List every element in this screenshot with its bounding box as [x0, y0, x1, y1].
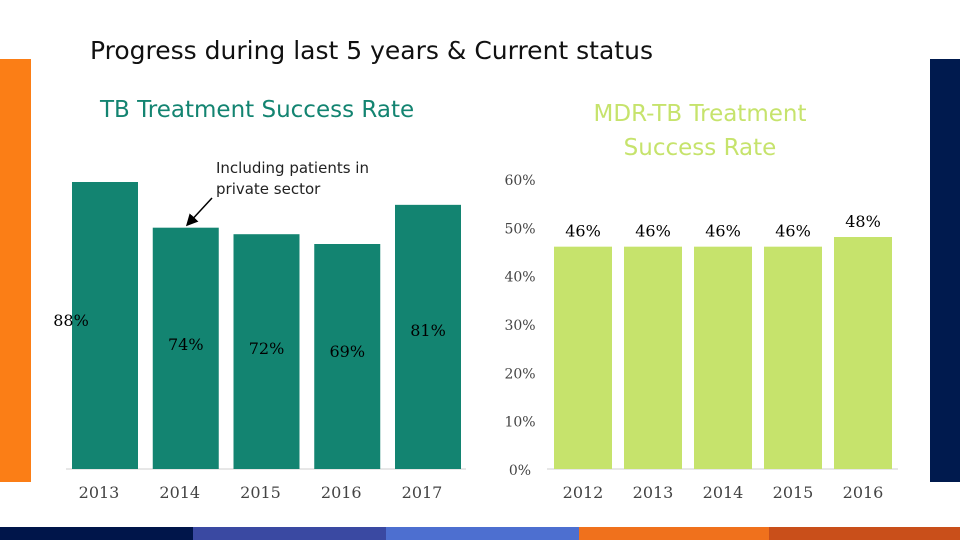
tb-value-label-2014: 74% [168, 335, 204, 354]
bottom-strip-5 [769, 527, 960, 540]
tb-value-label-2013: 88% [53, 311, 89, 330]
tb-value-label-2015: 72% [249, 339, 285, 358]
tb-bar-2014 [152, 227, 219, 469]
mdr-bar-2012 [554, 246, 612, 469]
mdr-chart-title-line-1: MDR-TB Treatment [593, 101, 807, 127]
tb-x-label-2014: 2014 [159, 483, 200, 502]
mdr-bar-2014 [694, 246, 752, 469]
mdr-value-label-2016: 48% [845, 212, 881, 231]
left-accent-bar [0, 59, 31, 482]
mdr-y-tick-0: 0% [509, 463, 531, 479]
mdr-x-label-2013: 2013 [633, 483, 674, 502]
tb-chart: 88% 74% 72% 69% 81% 2013 2014 2015 2016 2017 [53, 182, 466, 502]
mdr-x-label-2016: 2016 [843, 483, 884, 502]
mdr-y-tick-30: 30% [504, 318, 535, 334]
bottom-strip-1 [0, 527, 193, 540]
mdr-x-label-2012: 2012 [563, 483, 604, 502]
tb-value-label-2016: 69% [329, 342, 365, 361]
tb-bar-2015 [233, 234, 300, 469]
mdr-value-label-2013: 46% [635, 222, 671, 241]
mdr-x-label-2015: 2015 [773, 483, 814, 502]
mdr-y-tick-10: 10% [504, 415, 535, 431]
mdr-y-tick-50: 50% [504, 221, 535, 237]
mdr-bar-2013 [624, 246, 682, 469]
bottom-strip-4 [579, 527, 769, 540]
mdr-chart-title: MDR-TB Treatment Success Rate [560, 97, 840, 165]
mdr-y-tick-60: 60% [504, 173, 535, 189]
bottom-strip-3 [386, 527, 579, 540]
mdr-value-label-2015: 46% [775, 222, 811, 241]
page-title: Progress during last 5 years & Current s… [90, 36, 653, 65]
mdr-y-tick-40: 40% [504, 270, 535, 286]
tb-x-label-2017: 2017 [402, 483, 443, 502]
mdr-x-label-2014: 2014 [703, 483, 744, 502]
mdr-bar-2016 [834, 237, 892, 469]
private-sector-annotation: Including patients in private sector [216, 158, 369, 200]
annotation-line-1: Including patients in [216, 159, 369, 177]
right-accent-bar [930, 59, 960, 482]
tb-x-label-2015: 2015 [240, 483, 281, 502]
mdr-chart: 0% 10% 20% 30% 40% 50% 60% 46% 46% 46% 46% 48% 201… [504, 173, 898, 502]
mdr-chart-title-line-2: Success Rate [623, 135, 777, 161]
mdr-y-tick-20: 20% [504, 366, 535, 382]
mdr-bar-2015 [764, 246, 822, 469]
tb-bar-2013 [72, 182, 138, 469]
annotation-arrow [185, 197, 213, 227]
tb-x-label-2016: 2016 [321, 483, 362, 502]
bottom-strip-2 [193, 527, 386, 540]
annotation-line-2: private sector [216, 180, 321, 198]
tb-bar-2016 [314, 244, 381, 469]
tb-x-label-2013: 2013 [79, 483, 120, 502]
tb-chart-title: TB Treatment Success Rate [100, 97, 415, 123]
tb-value-label-2017: 81% [410, 321, 446, 340]
mdr-value-label-2014: 46% [705, 222, 741, 241]
mdr-value-label-2012: 46% [565, 222, 601, 241]
tb-bar-2017 [395, 204, 461, 469]
